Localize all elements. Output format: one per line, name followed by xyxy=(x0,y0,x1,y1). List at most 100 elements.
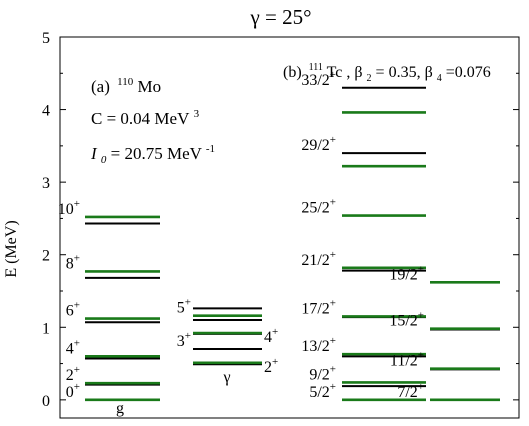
spin-label: 4+ xyxy=(264,326,278,346)
panel-b-deformation: , β xyxy=(346,64,362,81)
spin-value: 9/2 xyxy=(309,366,329,383)
parity-value: + xyxy=(185,330,191,342)
spin-value: 10 xyxy=(58,201,74,218)
panel-b-nucleus: Tc xyxy=(327,64,343,81)
spin-value: 17/2 xyxy=(301,300,329,317)
y-tick-label: 3 xyxy=(42,175,50,192)
spin-label: 13/2+ xyxy=(301,335,336,355)
panel-b-annotation: (b) 111 Tc , β 2 = 0.35, β 4 =0.076 xyxy=(283,57,491,85)
spin-value: 19/2 xyxy=(389,266,417,283)
y-axis-ticks: 0 1 2 3 4 5 xyxy=(42,30,519,410)
spin-label: 29/2+ xyxy=(301,134,336,154)
y-tick-label: 1 xyxy=(42,320,50,337)
spin-label: 5/2+ xyxy=(309,381,336,401)
spin-value: 2 xyxy=(264,359,272,376)
panel-a-param-i0-rest: = 20.75 MeV xyxy=(111,144,203,163)
spin-label: 33/2+ xyxy=(301,69,336,89)
panel-a-param-i0-exp: -1 xyxy=(206,143,215,155)
parity-value: + xyxy=(330,335,336,347)
panel-a-param-i0-sub: 0 xyxy=(101,154,107,166)
panel-b-beta2-sub: 2 xyxy=(367,73,372,84)
svg-text:I 0 = 20.75 MeV: I 0 = 20.75 MeV -1 xyxy=(90,143,215,167)
spin-value: 21/2 xyxy=(301,252,329,269)
spin-label: 15/2+ xyxy=(389,310,424,330)
plot-frame xyxy=(59,36,520,419)
spin-label: 6+ xyxy=(66,300,80,320)
spin-value: 7/2 xyxy=(397,384,417,401)
parity-value: + xyxy=(330,363,336,375)
parity-value: + xyxy=(185,297,191,309)
parity-value: + xyxy=(418,263,424,275)
parity-value: + xyxy=(272,326,278,338)
spin-value: 3 xyxy=(177,333,185,350)
y-tick-label: 5 xyxy=(42,30,50,47)
panel-a-label: (a) xyxy=(91,77,110,96)
spin-value: 4 xyxy=(264,329,272,346)
parity-value: + xyxy=(74,252,80,264)
spin-value: 29/2 xyxy=(301,137,329,154)
parity-value: + xyxy=(74,337,80,349)
spin-value: 8 xyxy=(66,255,74,272)
spin-label: 17/2+ xyxy=(301,297,336,317)
y-tick-label: 2 xyxy=(42,248,50,265)
spin-value: 15/2 xyxy=(389,313,417,330)
level-lines: 0+2+4+6+8+10+g2+3+ 4+5+γ5/2+9/2+13/2+17/2… xyxy=(58,69,500,417)
spin-label: 2+ xyxy=(264,356,278,376)
band-name: g xyxy=(116,400,124,417)
parity-value: + xyxy=(74,198,80,210)
chart-title: γ = 25° xyxy=(249,5,311,29)
parity-value: + xyxy=(330,249,336,261)
panel-b-beta2-eq: = 0.35, β xyxy=(376,64,433,81)
panel-b-label: (b) xyxy=(283,64,302,81)
spin-value: 5/2 xyxy=(309,384,329,401)
y-tick-label: 4 xyxy=(42,103,50,120)
panel-a-param-c: C = 0.04 MeV xyxy=(91,109,190,128)
spin-value: 13/2 xyxy=(301,338,329,355)
spin-label: 3+ xyxy=(177,330,191,350)
spin-label: 11/2+ xyxy=(390,350,424,370)
spin-value: 4 xyxy=(66,340,74,357)
spin-value: 0 xyxy=(66,384,74,401)
spin-value: 25/2 xyxy=(301,200,329,217)
spin-label: 19/2+ xyxy=(389,263,424,283)
spin-value: 6 xyxy=(66,303,74,320)
svg-text:(b) 111 Tc ,: (b) 111 Tc , β 2 = 0.35, β 4 =0.076 xyxy=(283,57,491,85)
parity-value: + xyxy=(74,364,80,376)
parity-value: + xyxy=(272,356,278,368)
parity-value: + xyxy=(74,381,80,393)
spin-label: 2+ xyxy=(66,364,80,384)
panel-a-annotation: (a) 110 Mo C = 0.04 MeV 3 I 0 = 20.75 Me… xyxy=(90,76,215,167)
parity-value: + xyxy=(74,300,80,312)
spin-value: 33/2 xyxy=(301,72,329,89)
parity-value: + xyxy=(330,134,336,146)
parity-value: + xyxy=(418,350,424,362)
spin-value: 2 xyxy=(66,367,74,384)
parity-value: + xyxy=(330,381,336,393)
panel-b-beta4-eq: =0.076 xyxy=(446,64,491,81)
parity-value: + xyxy=(330,297,336,309)
spin-label: 7/2+ xyxy=(397,381,424,401)
svg-text:C = 0.04 MeV 3: C = 0.04 MeV 3 xyxy=(91,108,200,128)
y-tick-label: 0 xyxy=(42,393,50,410)
spin-label: 5+ xyxy=(177,297,191,317)
spin-value: 11/2 xyxy=(390,353,418,370)
spin-label: 21/2+ xyxy=(301,249,336,269)
parity-value: + xyxy=(330,69,336,81)
panel-a-param-c-exp: 3 xyxy=(194,108,200,120)
parity-value: + xyxy=(330,197,336,209)
panel-b-beta4-sub: 4 xyxy=(437,73,442,84)
spin-label: 8+ xyxy=(66,252,80,272)
spin-label: 0+ xyxy=(66,381,80,401)
panel-a-param-i0: I xyxy=(90,144,98,163)
spin-label: 25/2+ xyxy=(301,197,336,217)
spin-label: 4+ xyxy=(66,337,80,357)
parity-value: + xyxy=(418,310,424,322)
parity-value: + xyxy=(418,381,424,393)
spin-label: 10+ xyxy=(58,198,80,218)
panel-a-nucleus: Mo xyxy=(137,77,161,96)
y-axis-label: E (MeV) xyxy=(3,220,20,277)
panel-a-mass: 110 xyxy=(117,76,134,88)
spin-value: 5 xyxy=(177,300,185,317)
panel-b-mass: 111 xyxy=(309,62,323,73)
